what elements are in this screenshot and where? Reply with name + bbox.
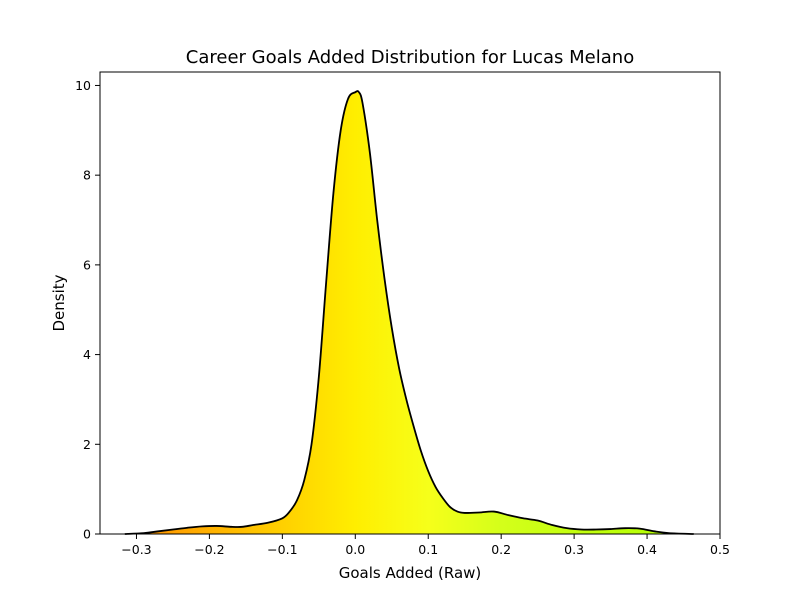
y-axis-ticks: 0 2 4 6 8 10 xyxy=(75,78,100,542)
x-tick-label: 0.4 xyxy=(637,542,657,557)
y-tick-label: 0 xyxy=(83,527,91,542)
density-area-fill xyxy=(124,91,694,534)
x-tick-label: 0.1 xyxy=(418,542,438,557)
x-axis-ticks: −0.3 −0.2 −0.1 0.0 0.1 0.2 0.3 0.4 0.5 xyxy=(121,534,730,557)
chart-title: Career Goals Added Distribution for Luca… xyxy=(186,47,634,68)
x-tick-label: 0.2 xyxy=(491,542,511,557)
y-axis-label: Density xyxy=(50,274,68,331)
x-tick-label: 0.0 xyxy=(345,542,365,557)
density-curve xyxy=(124,90,694,535)
x-tick-label: −0.1 xyxy=(267,542,297,557)
x-tick-label: 0.5 xyxy=(710,542,730,557)
y-tick-label: 10 xyxy=(75,78,91,93)
plot-frame xyxy=(99,71,721,535)
x-axis-label: Goals Added (Raw) xyxy=(339,564,482,582)
y-tick-label: 6 xyxy=(83,257,91,272)
y-tick-label: 8 xyxy=(83,168,91,183)
x-tick-label: −0.2 xyxy=(194,542,224,557)
x-tick-label: 0.3 xyxy=(564,542,584,557)
x-tick-label: −0.3 xyxy=(121,542,151,557)
y-tick-label: 4 xyxy=(83,347,91,362)
y-tick-label: 2 xyxy=(83,437,91,452)
